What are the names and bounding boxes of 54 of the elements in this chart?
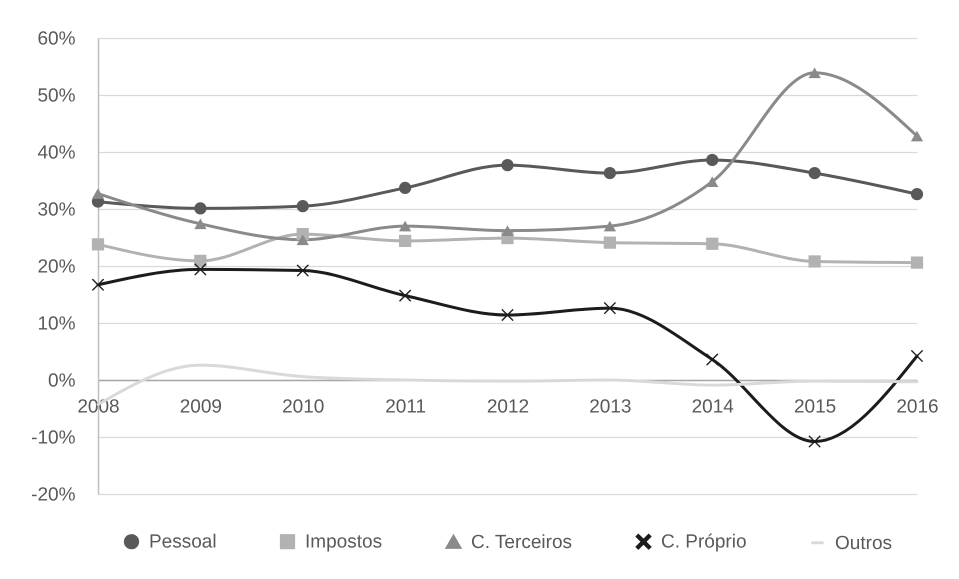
- point: [296, 234, 309, 246]
- point: [194, 202, 206, 215]
- point: [604, 236, 616, 249]
- legend-label: C. Terceiros: [471, 532, 572, 554]
- point: [92, 188, 104, 199]
- x-tick-label: 2014: [692, 396, 734, 418]
- point: [399, 290, 412, 302]
- point: [501, 225, 514, 236]
- point: [501, 159, 514, 172]
- point: [604, 220, 616, 232]
- legend-label: Outros: [835, 532, 892, 554]
- point: [706, 238, 718, 250]
- y-tick-label: 60%: [37, 28, 76, 50]
- point: [92, 278, 104, 291]
- legend-label: Pessoal: [149, 532, 217, 553]
- y-tick-label: -20%: [31, 484, 76, 506]
- point: [399, 234, 412, 248]
- legend-label: C. Próprio: [661, 532, 747, 553]
- x-tick-label: 2012: [486, 396, 530, 418]
- point: [910, 256, 924, 269]
- x-tick-label: 2009: [180, 396, 222, 418]
- point: [92, 238, 104, 250]
- x-tick-label: 2011: [385, 396, 426, 418]
- x-tick-label: 2013: [589, 396, 632, 418]
- point: [706, 154, 718, 166]
- point: [399, 220, 412, 232]
- point: [706, 176, 718, 187]
- x-tick-label: 2016: [896, 396, 939, 418]
- point: [808, 255, 821, 268]
- y-tick-label: 40%: [37, 142, 76, 164]
- y-tick-label: 50%: [37, 86, 76, 106]
- point: [296, 264, 309, 277]
- x-tick-label: 2010: [282, 396, 324, 418]
- point: [194, 254, 206, 267]
- x-tick-label: 2015: [794, 396, 836, 418]
- point: [399, 182, 412, 194]
- point: [194, 263, 206, 276]
- point: [194, 218, 206, 230]
- point: [808, 435, 821, 448]
- y-tick-label: 10%: [37, 314, 76, 334]
- y-tick-label: -10%: [31, 428, 76, 448]
- point: [706, 353, 718, 366]
- point: [910, 130, 924, 142]
- legend-label: Impostos: [305, 532, 382, 553]
- y-tick-label: 0%: [48, 370, 76, 392]
- y-tick-label: 20%: [37, 256, 76, 278]
- point: [296, 200, 309, 212]
- point: [604, 302, 616, 314]
- point: [808, 166, 821, 180]
- point: [910, 350, 924, 362]
- point: [604, 166, 616, 180]
- point: [808, 67, 821, 78]
- y-tick-label: 30%: [37, 200, 76, 220]
- point: [910, 188, 924, 200]
